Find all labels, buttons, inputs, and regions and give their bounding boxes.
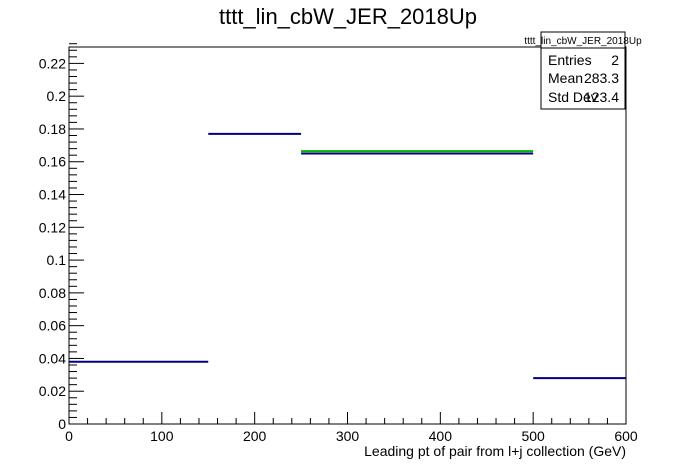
y-tick-label: 0.12 bbox=[39, 219, 66, 235]
stats-box-title: tttt_lin_cbW_JER_2018Up bbox=[524, 36, 642, 47]
y-tick-label: 0.14 bbox=[39, 187, 66, 203]
x-tick-label: 0 bbox=[65, 428, 73, 444]
stats-mean-label: Mean bbox=[548, 70, 583, 86]
y-tick-label: 0.18 bbox=[39, 121, 66, 137]
y-tick-label: 0 bbox=[58, 416, 66, 432]
x-tick-label: 500 bbox=[521, 428, 545, 444]
y-tick-label: 0.04 bbox=[39, 350, 66, 366]
x-axis: 0 100 200 300 400 500 600 bbox=[65, 412, 638, 444]
y-tick-label: 0.2 bbox=[47, 88, 67, 104]
x-axis-label: Leading pt of pair from l+j collection (… bbox=[364, 443, 626, 459]
histogram-series bbox=[69, 132, 626, 380]
y-tick-label: 0.16 bbox=[39, 154, 66, 170]
stats-box: tttt_lin_cbW_JER_2018Up Entries 2 Mean 2… bbox=[524, 31, 642, 110]
x-tick-label: 600 bbox=[614, 428, 638, 444]
y-tick-label: 0.06 bbox=[39, 318, 66, 334]
y-tick-label: 0.08 bbox=[39, 285, 66, 301]
y-tick-label: 0.1 bbox=[47, 252, 67, 268]
stats-mean-value: 283.3 bbox=[584, 70, 619, 86]
x-tick-label: 200 bbox=[243, 428, 267, 444]
stats-stddev-label: Std Dev bbox=[548, 89, 598, 105]
stats-stddev-value: 123.4 bbox=[584, 89, 619, 105]
chart-title: tttt_lin_cbW_JER_2018Up bbox=[219, 4, 477, 29]
y-tick-label: 0.02 bbox=[39, 383, 66, 399]
stats-entries-label: Entries bbox=[548, 52, 592, 68]
x-tick-label: 400 bbox=[429, 428, 453, 444]
y-axis: 0 0.02 0.04 0.06 0.08 0.1 0.12 0.14 0.16 0.18 0.2 0… bbox=[39, 43, 84, 432]
y-tick-label: 0.22 bbox=[39, 55, 66, 71]
stats-entries-value: 2 bbox=[611, 52, 619, 68]
x-tick-label: 100 bbox=[150, 428, 174, 444]
x-tick-label: 300 bbox=[336, 428, 360, 444]
stats-box-frame bbox=[540, 31, 626, 110]
